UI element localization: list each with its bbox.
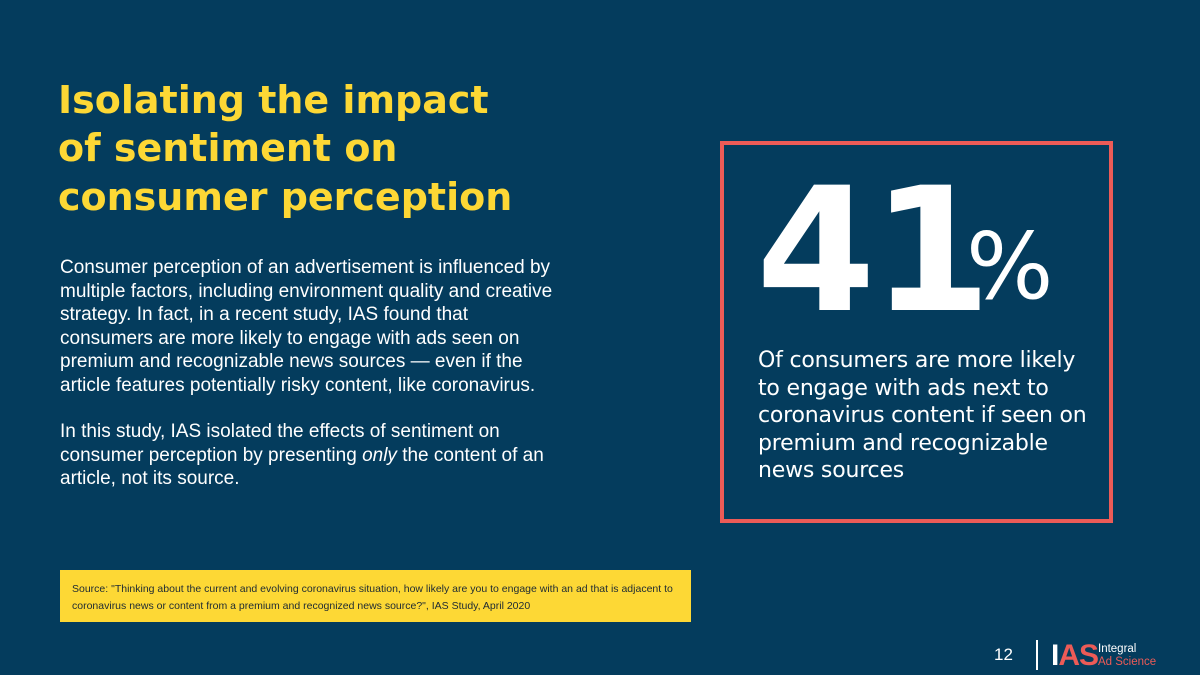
stat-callout-box: 41 % Of consumers are more likely to eng… <box>720 141 1113 523</box>
body-paragraph-2-emphasis: only <box>362 444 397 466</box>
ias-logo-wordmark: Integral Ad Science <box>1098 643 1156 669</box>
footer-divider <box>1036 640 1038 670</box>
source-note: Source: "Thinking about the current and … <box>60 570 691 622</box>
title-line: of sentiment on <box>58 126 398 171</box>
body-text: Consumer perception of an advertisement … <box>60 256 556 491</box>
ias-logo-icon: IAS <box>1051 639 1099 672</box>
stat-caption: Of consumers are more likely to engage w… <box>758 348 1087 483</box>
logo-mark-i: I <box>1051 639 1059 672</box>
stat-percent-sign: % <box>966 213 1054 320</box>
body-paragraph-1: Consumer perception of an advertisement … <box>60 257 553 396</box>
logo-word-ad-science: Ad Science <box>1098 655 1157 668</box>
logo-mark-as: AS <box>1058 639 1099 672</box>
title-line: consumer perception <box>58 174 513 219</box>
body-paragraph-2-end: the content of an article, not its sourc… <box>60 444 544 490</box>
body-paragraph-2-start: In this study, IAS isolated the effects … <box>60 421 500 466</box>
logo-word-integral: Integral <box>1098 643 1137 655</box>
page-number: 12 <box>994 645 1013 664</box>
slide-title: Isolating the impact of sentiment on con… <box>58 76 578 221</box>
body-paragraph-2: In this study, IAS isolated the effects … <box>60 420 556 491</box>
title-line: Isolating the impact <box>58 78 489 122</box>
stat-number: 41 <box>756 150 991 351</box>
